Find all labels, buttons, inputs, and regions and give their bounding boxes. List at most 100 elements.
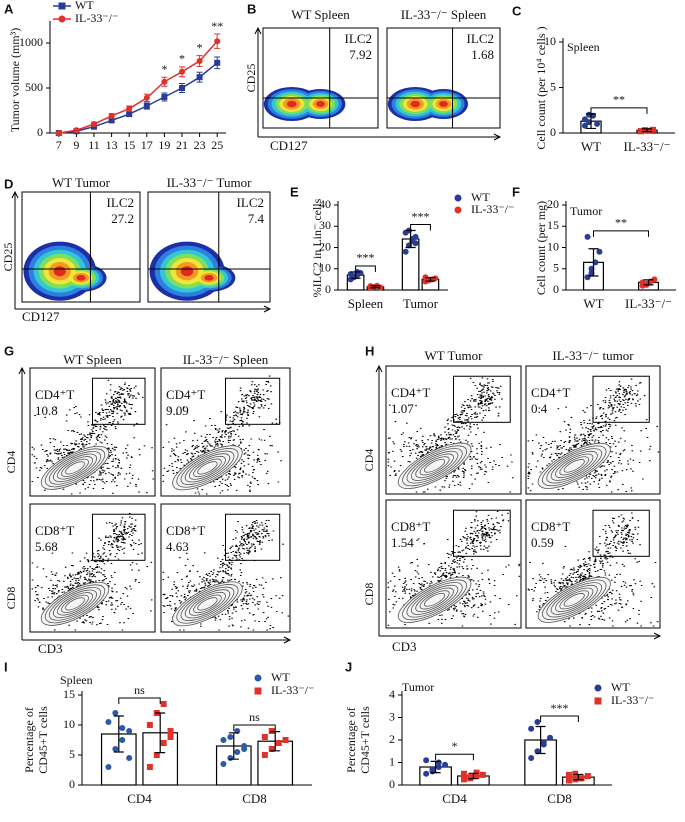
gate-label: CD4⁺T	[35, 387, 74, 402]
axis-arrow	[11, 190, 19, 309]
panel-letter: D	[4, 176, 13, 191]
data-point	[650, 126, 657, 133]
contour-line	[555, 587, 594, 613]
data-point	[160, 740, 167, 746]
contour-line	[406, 448, 463, 484]
contour-line	[555, 453, 594, 479]
data-point	[467, 774, 474, 781]
gate	[225, 513, 281, 561]
data-point	[584, 233, 591, 240]
contour-line	[172, 581, 243, 627]
contour-line	[415, 453, 454, 479]
y-tick-label: 20	[319, 239, 331, 253]
density-region	[76, 274, 86, 281]
y-tick-label: 2	[389, 732, 395, 746]
legend-marker	[58, 15, 66, 23]
error-bar	[642, 128, 652, 133]
gate	[92, 513, 146, 561]
x-tick-label: 15	[123, 138, 135, 152]
contour-line	[52, 589, 98, 619]
x-tick-label: CD4	[442, 791, 467, 806]
y-tick-label: 15	[547, 218, 559, 232]
data-point	[167, 734, 174, 740]
legend-label: IL-33⁻/⁻	[611, 693, 654, 707]
y-axis-label: Cell count (per 10⁴ cells )	[534, 26, 548, 149]
data-point	[220, 761, 227, 767]
significance-bracket	[540, 715, 579, 722]
x-tick-label: CD8	[242, 791, 267, 806]
contour-line	[61, 458, 89, 477]
contour-line	[48, 451, 102, 485]
y-axis-label: CD25	[244, 64, 258, 93]
gate-value: 10.8	[35, 403, 58, 418]
data-point	[112, 710, 119, 716]
y-tick-label: 0	[69, 777, 75, 791]
y-tick-label: 5	[550, 79, 556, 93]
density-region	[439, 101, 448, 107]
data-point	[479, 771, 486, 778]
contour-line	[180, 586, 235, 621]
contour-line	[550, 450, 598, 481]
data-point	[528, 725, 535, 732]
contour-line	[559, 456, 590, 476]
contour-line	[546, 582, 603, 618]
y-tick-label: 20	[547, 197, 559, 211]
data-point	[126, 105, 133, 112]
data-point	[126, 111, 133, 118]
contour-line	[419, 590, 450, 610]
data-point	[119, 737, 126, 743]
data-point	[108, 117, 115, 124]
error-bar	[113, 715, 124, 753]
x-tick-label: 7	[56, 138, 62, 152]
axis-arrow	[379, 632, 662, 640]
significance-label: ns	[134, 683, 145, 697]
gate	[592, 509, 650, 557]
data-point	[227, 755, 234, 761]
plot-title: IL-33⁻/⁻ Tumor	[167, 175, 253, 190]
significance-label: *	[452, 739, 458, 753]
gate-line	[387, 28, 500, 128]
data-point	[534, 748, 541, 755]
significance-bracket	[118, 697, 161, 704]
data-point	[55, 130, 62, 136]
significance-label: ***	[551, 701, 569, 715]
x-tick-label: Tumor	[403, 296, 439, 311]
data-point	[282, 737, 289, 743]
y-axis-label: CD8	[362, 583, 376, 606]
contour-line	[44, 584, 106, 624]
data-point	[143, 103, 150, 109]
x-tick-label: IL-33⁻/⁻	[625, 296, 672, 311]
panel-letter: A	[4, 1, 14, 16]
data-point	[73, 127, 80, 134]
error-bar	[430, 760, 441, 774]
data-point	[227, 734, 234, 740]
x-tick-label: 13	[106, 138, 118, 152]
series-line	[58, 40, 218, 134]
contour-line	[57, 456, 93, 480]
gate-label: CD4⁺T	[166, 387, 205, 402]
plot-title: IL-33⁻/⁻ tumor	[552, 348, 634, 363]
significance-label: ***	[357, 251, 375, 265]
y-tick-label: 0	[550, 125, 556, 139]
contour-line	[188, 455, 226, 480]
density-region	[204, 274, 214, 281]
contour-line	[402, 579, 468, 621]
gate-value: 1.54	[391, 535, 414, 550]
x-axis-label: CD127	[270, 138, 308, 153]
data-point	[460, 776, 467, 783]
significance-bracket	[410, 224, 431, 231]
significance-label: ***	[412, 209, 430, 223]
gate-label: ILC2	[345, 31, 372, 46]
x-axis-label: CD127	[22, 309, 60, 324]
legend-marker	[58, 2, 66, 10]
gate-value: 1.68	[471, 47, 494, 62]
panel-letter: I	[4, 659, 8, 674]
data-point	[641, 127, 648, 134]
significance-label: **	[613, 93, 625, 107]
legend-label: IL-33⁻/⁻	[75, 11, 118, 25]
contour-line	[397, 442, 472, 489]
axis-arrow	[22, 636, 292, 644]
data-point	[146, 722, 153, 728]
contour-line	[415, 587, 454, 613]
